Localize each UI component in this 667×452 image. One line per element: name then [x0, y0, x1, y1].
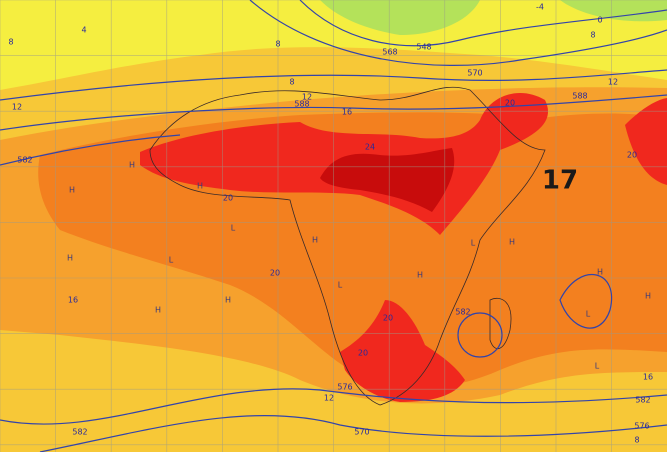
pressure-center: H	[509, 238, 515, 247]
contour-label: 588	[572, 92, 587, 101]
contour-label: 4	[81, 26, 86, 35]
contour-label: 576	[634, 422, 649, 431]
contour-label: 0	[597, 16, 602, 25]
field-dark-red	[320, 148, 455, 212]
contour-label: 8	[634, 436, 639, 445]
pressure-center: L	[586, 310, 591, 319]
pressure-center: H	[597, 268, 603, 277]
contour-label: 20	[270, 269, 280, 278]
pressure-center: H	[417, 271, 423, 280]
contour-label: 16	[643, 373, 653, 382]
contour-label: 8	[8, 38, 13, 47]
contour-label: 16	[342, 108, 352, 117]
pressure-center: H	[645, 292, 651, 301]
contour-label: 8	[590, 31, 595, 40]
contour-label: 12	[302, 93, 312, 102]
contour-label: 548	[416, 43, 431, 52]
contour-label: 570	[467, 69, 482, 78]
field-red-south	[340, 98, 667, 402]
field-green	[320, 0, 667, 35]
pressure-center: L	[231, 224, 236, 233]
contour-label: 582	[635, 396, 650, 405]
contour-label: 16	[68, 296, 78, 305]
contour-label: 12	[324, 394, 334, 403]
contour-label: 570	[354, 428, 369, 437]
contour-label: 576	[337, 383, 352, 392]
contour-label: 582	[72, 428, 87, 437]
pressure-center: L	[471, 239, 476, 248]
contour-label: 20	[358, 349, 368, 358]
pressure-center: H	[129, 161, 135, 170]
contour-label: 568	[382, 48, 397, 57]
contour-label: 8	[289, 78, 294, 87]
pressure-center: L	[595, 362, 600, 371]
pressure-center: L	[169, 256, 174, 265]
contour-label: 20	[505, 99, 515, 108]
pressure-center: H	[225, 296, 231, 305]
pressure-center: H	[155, 306, 161, 315]
contour-label: 20	[627, 151, 637, 160]
contour-label: 588	[294, 100, 309, 109]
pressure-center: H	[312, 236, 318, 245]
forecast-label: 17	[542, 166, 578, 196]
contour-label: -4	[536, 3, 544, 12]
contour-label: 582	[455, 308, 470, 317]
coastline	[149, 86, 546, 406]
contour-label: 582	[17, 156, 32, 165]
contour-label: 8	[275, 40, 280, 49]
contour-label: 20	[223, 194, 233, 203]
contour-label: 20	[383, 314, 393, 323]
pressure-center: L	[338, 281, 343, 290]
pressure-center: H	[67, 254, 73, 263]
contour-label: 12	[12, 103, 22, 112]
contour-label: 24	[365, 143, 375, 152]
pressure-center: H	[197, 182, 203, 191]
pressure-center: H	[69, 186, 75, 195]
contour-label: 12	[608, 78, 618, 87]
